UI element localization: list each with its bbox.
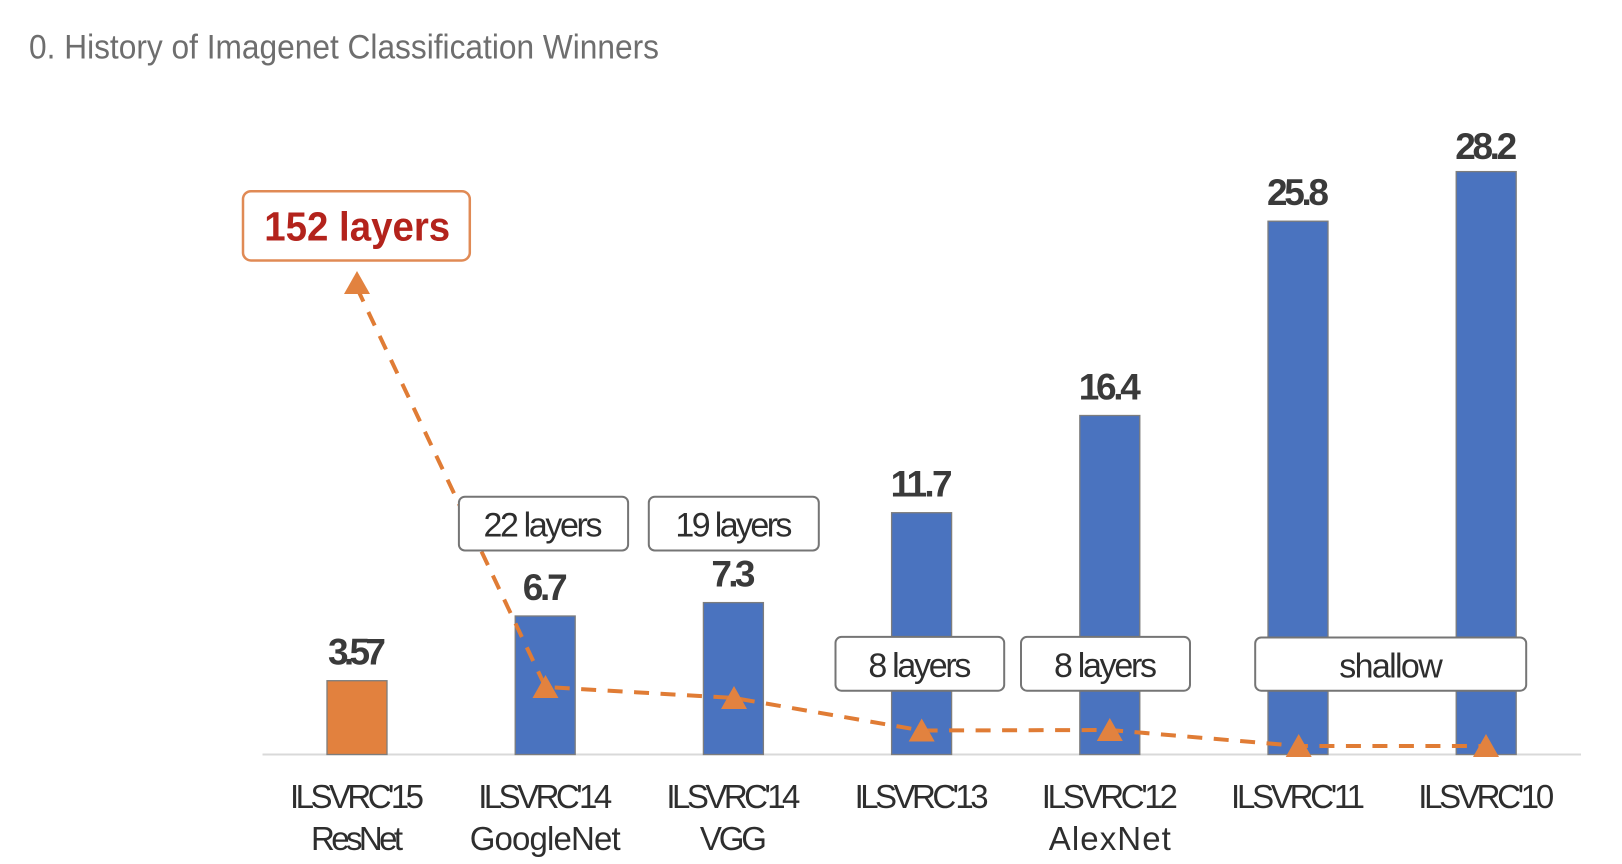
svg-text:152 layers: 152 layers (264, 204, 450, 250)
svg-text:16.4: 16.4 (1079, 367, 1141, 408)
svg-text:ILSVRC'15: ILSVRC'15 (290, 778, 424, 815)
svg-text:ILSVRC'14: ILSVRC'14 (666, 778, 800, 815)
svg-text:ILSVRC'11: ILSVRC'11 (1231, 778, 1365, 815)
svg-text:7.3: 7.3 (711, 554, 755, 595)
svg-text:ILSVRC'13: ILSVRC'13 (855, 778, 989, 815)
svg-text:11.7: 11.7 (891, 464, 953, 505)
svg-text:shallow: shallow (1339, 647, 1443, 685)
svg-text:GoogleNet: GoogleNet (470, 820, 621, 857)
svg-text:8 layers: 8 layers (1054, 647, 1157, 685)
svg-text:22 layers: 22 layers (484, 507, 603, 545)
svg-text:3.57: 3.57 (328, 632, 386, 673)
svg-text:19 layers: 19 layers (675, 507, 792, 545)
svg-text:ILSVRC'10: ILSVRC'10 (1418, 778, 1554, 815)
svg-text:ILSVRC'12: ILSVRC'12 (1042, 778, 1178, 815)
svg-text:8 layers: 8 layers (868, 647, 971, 685)
svg-text:0. History of Imagenet Classif: 0. History of Imagenet Classification Wi… (29, 28, 659, 66)
svg-text:VGG: VGG (700, 820, 767, 857)
svg-text:25.8: 25.8 (1267, 172, 1329, 213)
svg-text:6.7: 6.7 (523, 567, 568, 608)
svg-text:ILSVRC'14: ILSVRC'14 (478, 778, 612, 815)
svg-text:28.2: 28.2 (1455, 126, 1517, 167)
svg-text:AlexNet: AlexNet (1049, 820, 1171, 857)
svg-text:ResNet: ResNet (311, 820, 403, 857)
